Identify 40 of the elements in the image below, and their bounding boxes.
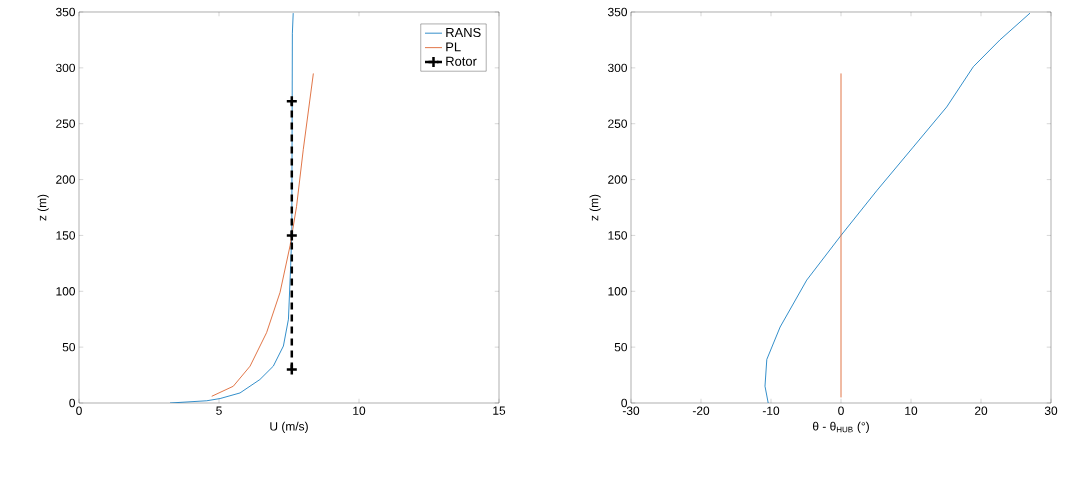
x-tick-label: 10 xyxy=(353,406,366,415)
line-series xyxy=(764,12,1031,403)
y-tick-label: 200 xyxy=(608,175,628,184)
x-axis-title: U (m/s) xyxy=(270,421,308,433)
line-series xyxy=(169,12,294,403)
y-tick-label: 50 xyxy=(614,342,628,352)
y-tick-label: 100 xyxy=(608,287,628,296)
y-tick-label: 200 xyxy=(56,175,76,184)
point xyxy=(285,229,299,242)
x-tick-label: 0 xyxy=(76,406,82,415)
legend-label: PL xyxy=(446,42,461,52)
y-tick-label: 250 xyxy=(56,119,76,128)
y-tick-label: 350 xyxy=(607,7,628,17)
x-tick-label: -30 xyxy=(622,406,640,415)
point xyxy=(285,363,299,376)
x-tick-label: -20 xyxy=(692,406,710,415)
x-tick-label: 10 xyxy=(905,406,918,415)
point xyxy=(285,95,299,108)
legend-label: Rotor xyxy=(446,56,477,66)
y-tick-label: 250 xyxy=(608,119,628,128)
y-tick-label: 100 xyxy=(56,287,76,296)
y-tick-label: 350 xyxy=(55,7,76,17)
y-axis-title: z (m) xyxy=(37,194,49,221)
line-series xyxy=(211,73,314,397)
y-tick-label: 150 xyxy=(56,231,76,240)
y-axis-title: z (m) xyxy=(589,194,601,221)
x-tick-label: -10 xyxy=(762,406,780,415)
x-tick-label: 5 xyxy=(216,406,222,415)
x-axis-title: θ - θ$_{HUB}$ (°) xyxy=(812,421,869,433)
x-tick-label: 20 xyxy=(974,406,988,415)
y-tick-label: 0 xyxy=(69,398,76,408)
legend-label: RANS xyxy=(446,27,481,38)
y-tick-label: 0 xyxy=(621,398,628,408)
y-tick-label: 300 xyxy=(55,63,76,73)
x-tick-label: 0 xyxy=(838,406,844,415)
x-tick-label: 30 xyxy=(1044,406,1058,415)
y-tick-label: 300 xyxy=(607,63,628,73)
x-tick-label: 15 xyxy=(493,406,506,415)
y-tick-label: 150 xyxy=(608,231,628,240)
y-tick-label: 50 xyxy=(62,342,76,352)
